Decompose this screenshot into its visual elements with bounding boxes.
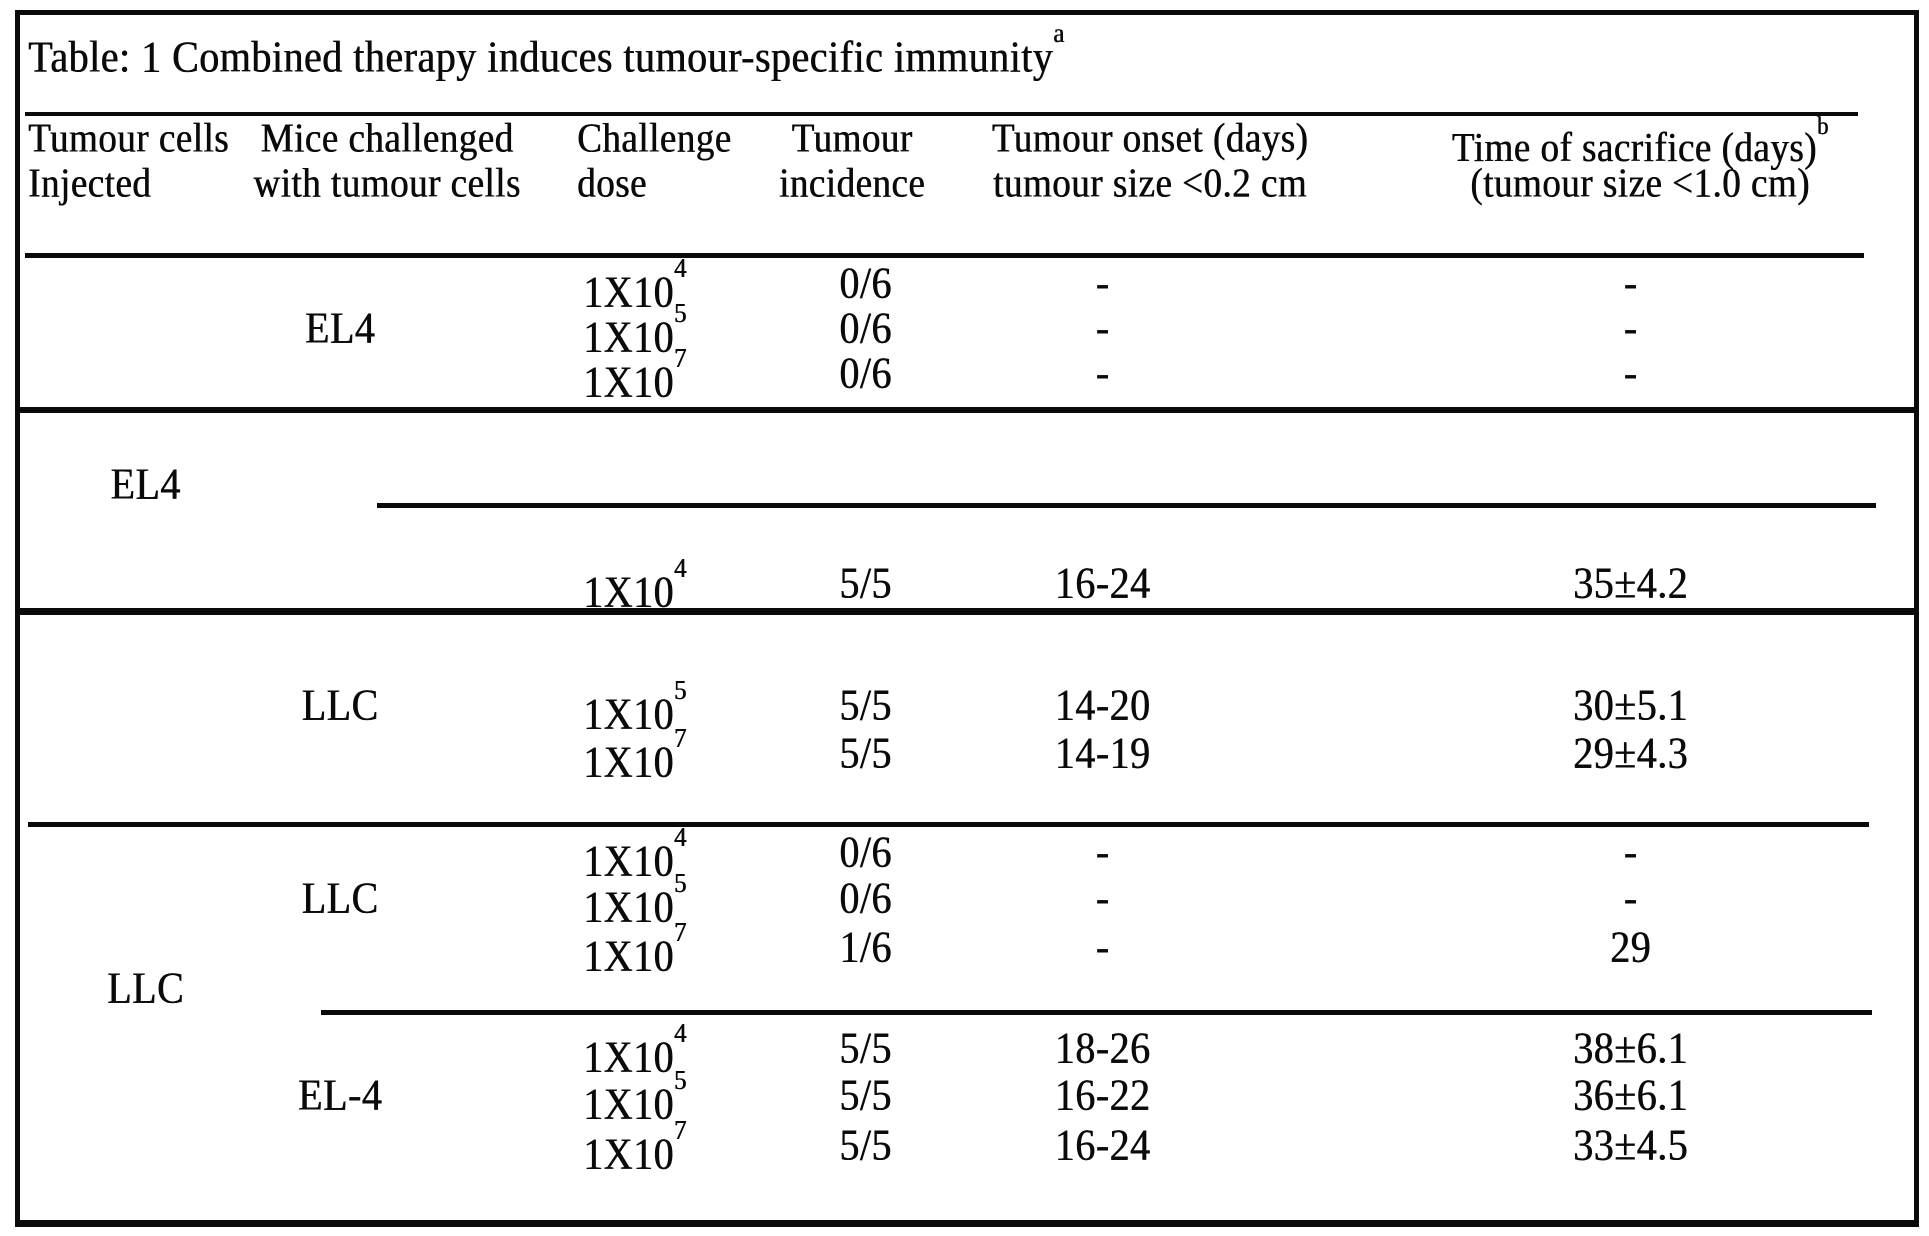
incidence-cell: 1/6: [839, 921, 892, 972]
sacrifice-cell: 30±5.1: [1573, 679, 1688, 730]
onset-cell: -: [1095, 347, 1110, 398]
dose-cell: 1X107: [583, 1114, 687, 1179]
dose-cell: 1X105: [583, 297, 687, 362]
challenged-label: LLC: [301, 679, 379, 730]
sacrifice-cell: -: [1623, 872, 1638, 923]
sacrifice-cell: 36±6.1: [1573, 1069, 1688, 1120]
dose-exponent: 5: [673, 867, 687, 899]
dose-cell: 1X107: [583, 916, 687, 981]
injected-group-rule-llc: [28, 822, 1869, 827]
challenge-group-rule-llc: [321, 1010, 1872, 1015]
dose-exponent: 7: [673, 722, 687, 754]
column-header-injected-line1: Tumour cells: [28, 115, 229, 162]
title-rule: [25, 112, 1858, 116]
challenged-label: LLC: [301, 872, 379, 923]
sacrifice-cell: -: [1623, 347, 1638, 398]
dose-cell: 1X105: [583, 867, 687, 932]
onset-cell: 16-24: [1054, 1119, 1151, 1170]
onset-cell: -: [1095, 872, 1110, 923]
column-header-onset-line1: Tumour onset (days): [991, 115, 1309, 162]
dose-exponent: 7: [673, 342, 687, 374]
column-header-challenged-line2: with tumour cells: [253, 160, 521, 207]
column-header-dose-line2: dose: [577, 160, 647, 207]
dose-cell: 1X104: [583, 1017, 687, 1082]
dose-cell: 1X104: [583, 252, 687, 317]
sacrifice-cell: 29±4.3: [1573, 727, 1688, 778]
dose-cell: 1X107: [583, 342, 687, 407]
sacrifice-cell: -: [1623, 826, 1638, 877]
onset-cell: -: [1095, 302, 1110, 353]
incidence-cell: 5/5: [839, 557, 892, 608]
incidence-cell: 5/5: [839, 1119, 892, 1170]
dose-cell: 1X105: [583, 674, 687, 739]
column-header-dose-line1: Challenge: [577, 115, 732, 162]
dose-cell: 1X104: [583, 552, 687, 617]
column-header-incidence-line2: incidence: [778, 160, 926, 207]
dose-exponent: 5: [673, 297, 687, 329]
sacrifice-cell: 38±6.1: [1573, 1022, 1688, 1073]
dose-cell: 1X107: [583, 722, 687, 787]
incidence-cell: 0/6: [839, 872, 892, 923]
column-header-challenged-line1: Mice challenged: [260, 115, 514, 162]
incidence-cell: 5/5: [839, 727, 892, 778]
incidence-cell: 0/6: [839, 257, 892, 308]
incidence-cell: 5/5: [839, 1022, 892, 1073]
dose-exponent: 4: [673, 552, 687, 584]
challenge-group-rule-el4: [377, 503, 1876, 508]
column-header-injected-line2: Injected: [28, 160, 152, 207]
column-header-incidence-line1: Tumour: [791, 115, 913, 162]
dose-exponent: 4: [673, 821, 687, 853]
incidence-cell: 5/5: [839, 1069, 892, 1120]
incidence-cell: 0/6: [839, 347, 892, 398]
header-rule: [25, 253, 1864, 258]
challenged-label: EL4: [304, 302, 376, 353]
sacrifice-cell: -: [1623, 302, 1638, 353]
dose-exponent: 4: [673, 1017, 687, 1049]
onset-cell: -: [1095, 826, 1110, 877]
dose-exponent: 5: [673, 674, 687, 706]
onset-cell: 14-20: [1054, 679, 1151, 730]
onset-cell: 16-24: [1054, 557, 1151, 608]
table-title: Table: 1 Combined therapy induces tumour…: [28, 17, 1065, 82]
challenged-label: EL-4: [297, 1069, 383, 1120]
incidence-cell: 5/5: [839, 679, 892, 730]
incidence-cell: 0/6: [839, 302, 892, 353]
column-header-onset-line2: tumour size <0.2 cm: [993, 160, 1307, 207]
table-border-right: [1914, 10, 1919, 1227]
sacrifice-cell: 29: [1610, 921, 1651, 972]
table-title-text: Table: 1 Combined therapy induces tumour…: [28, 31, 1054, 82]
section-divider-2: [15, 608, 1919, 615]
sacrifice-cell: 35±4.2: [1573, 557, 1688, 608]
dose-exponent: 7: [673, 1114, 687, 1146]
injected-label-el4: EL4: [110, 458, 181, 509]
onset-cell: -: [1095, 257, 1110, 308]
sacrifice-cell: -: [1623, 257, 1638, 308]
onset-cell: 14-19: [1054, 727, 1151, 778]
title-footnote-marker: a: [1053, 17, 1065, 49]
table-border-bottom: [15, 1220, 1919, 1227]
dose-cell: 1X104: [583, 821, 687, 886]
section-divider-1: [15, 407, 1919, 413]
table-border-left: [15, 10, 20, 1227]
incidence-cell: 0/6: [839, 826, 892, 877]
dose-exponent: 7: [673, 916, 687, 948]
onset-cell: 18-26: [1054, 1022, 1151, 1073]
onset-cell: 16-22: [1054, 1069, 1151, 1120]
dose-exponent: 4: [673, 252, 687, 284]
column-header-sacrifice-line1: Time of sacrifice (days)b: [1451, 111, 1829, 172]
column-header-sacrifice-line2: (tumour size <1.0 cm): [1470, 160, 1810, 207]
dose-cell: 1X105: [583, 1064, 687, 1129]
injected-label-llc: LLC: [106, 962, 185, 1013]
sacrifice-footnote-marker: b: [1816, 111, 1829, 140]
sacrifice-cell: 33±4.5: [1573, 1119, 1688, 1170]
onset-cell: -: [1095, 921, 1110, 972]
table-border-top: [15, 10, 1919, 15]
dose-exponent: 5: [673, 1064, 687, 1096]
